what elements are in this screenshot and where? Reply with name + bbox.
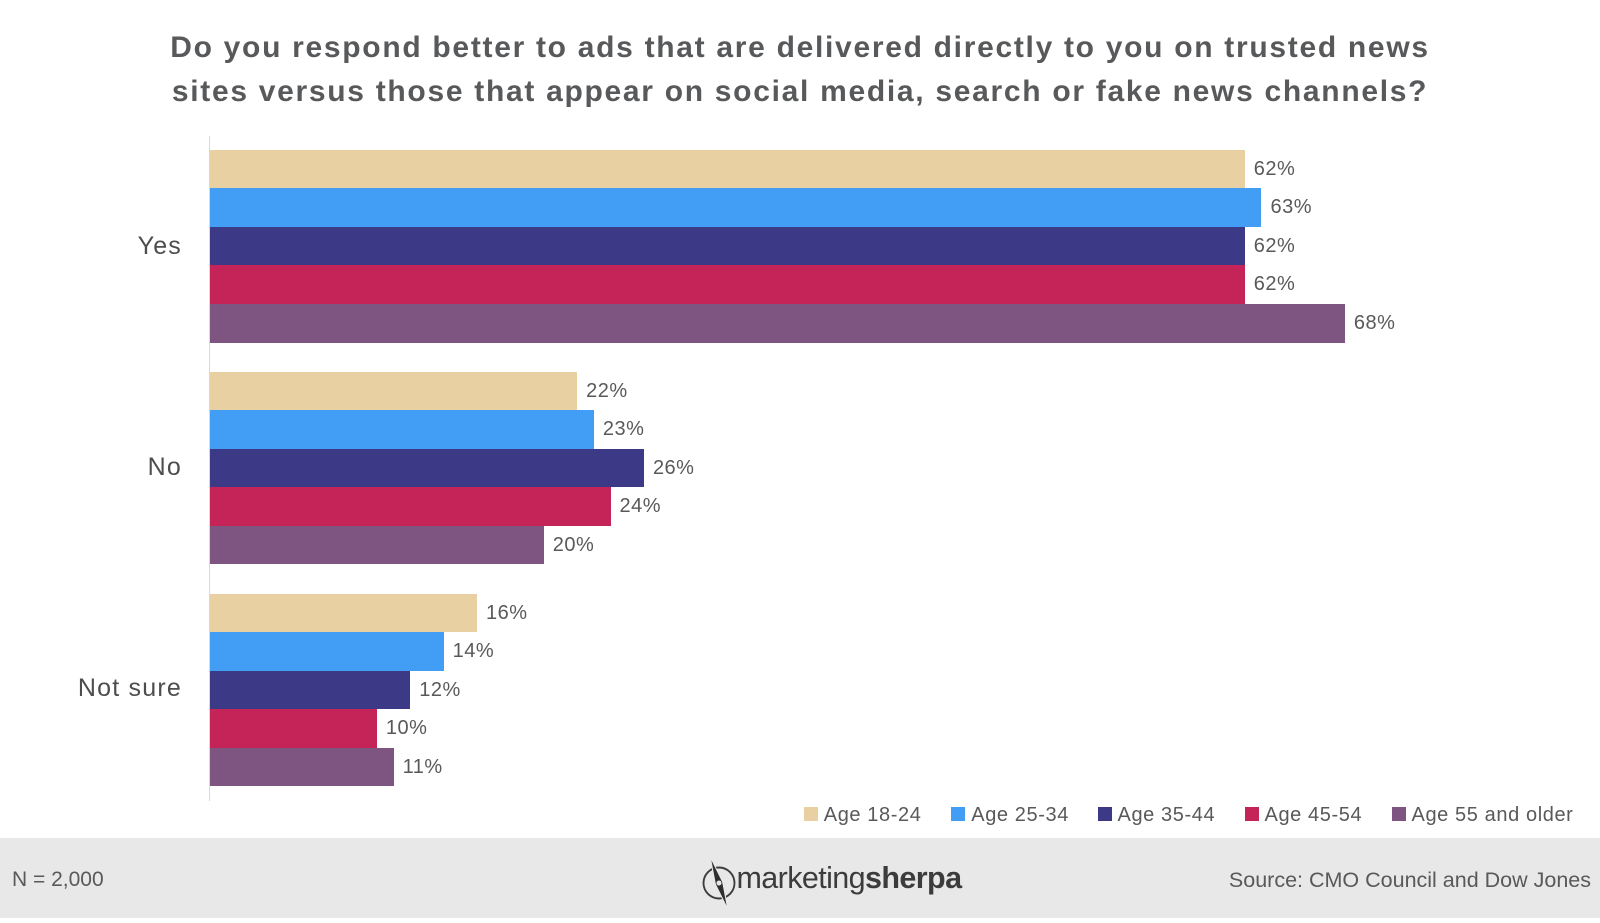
svg-text:marketingsherpa: marketingsherpa — [737, 861, 964, 895]
